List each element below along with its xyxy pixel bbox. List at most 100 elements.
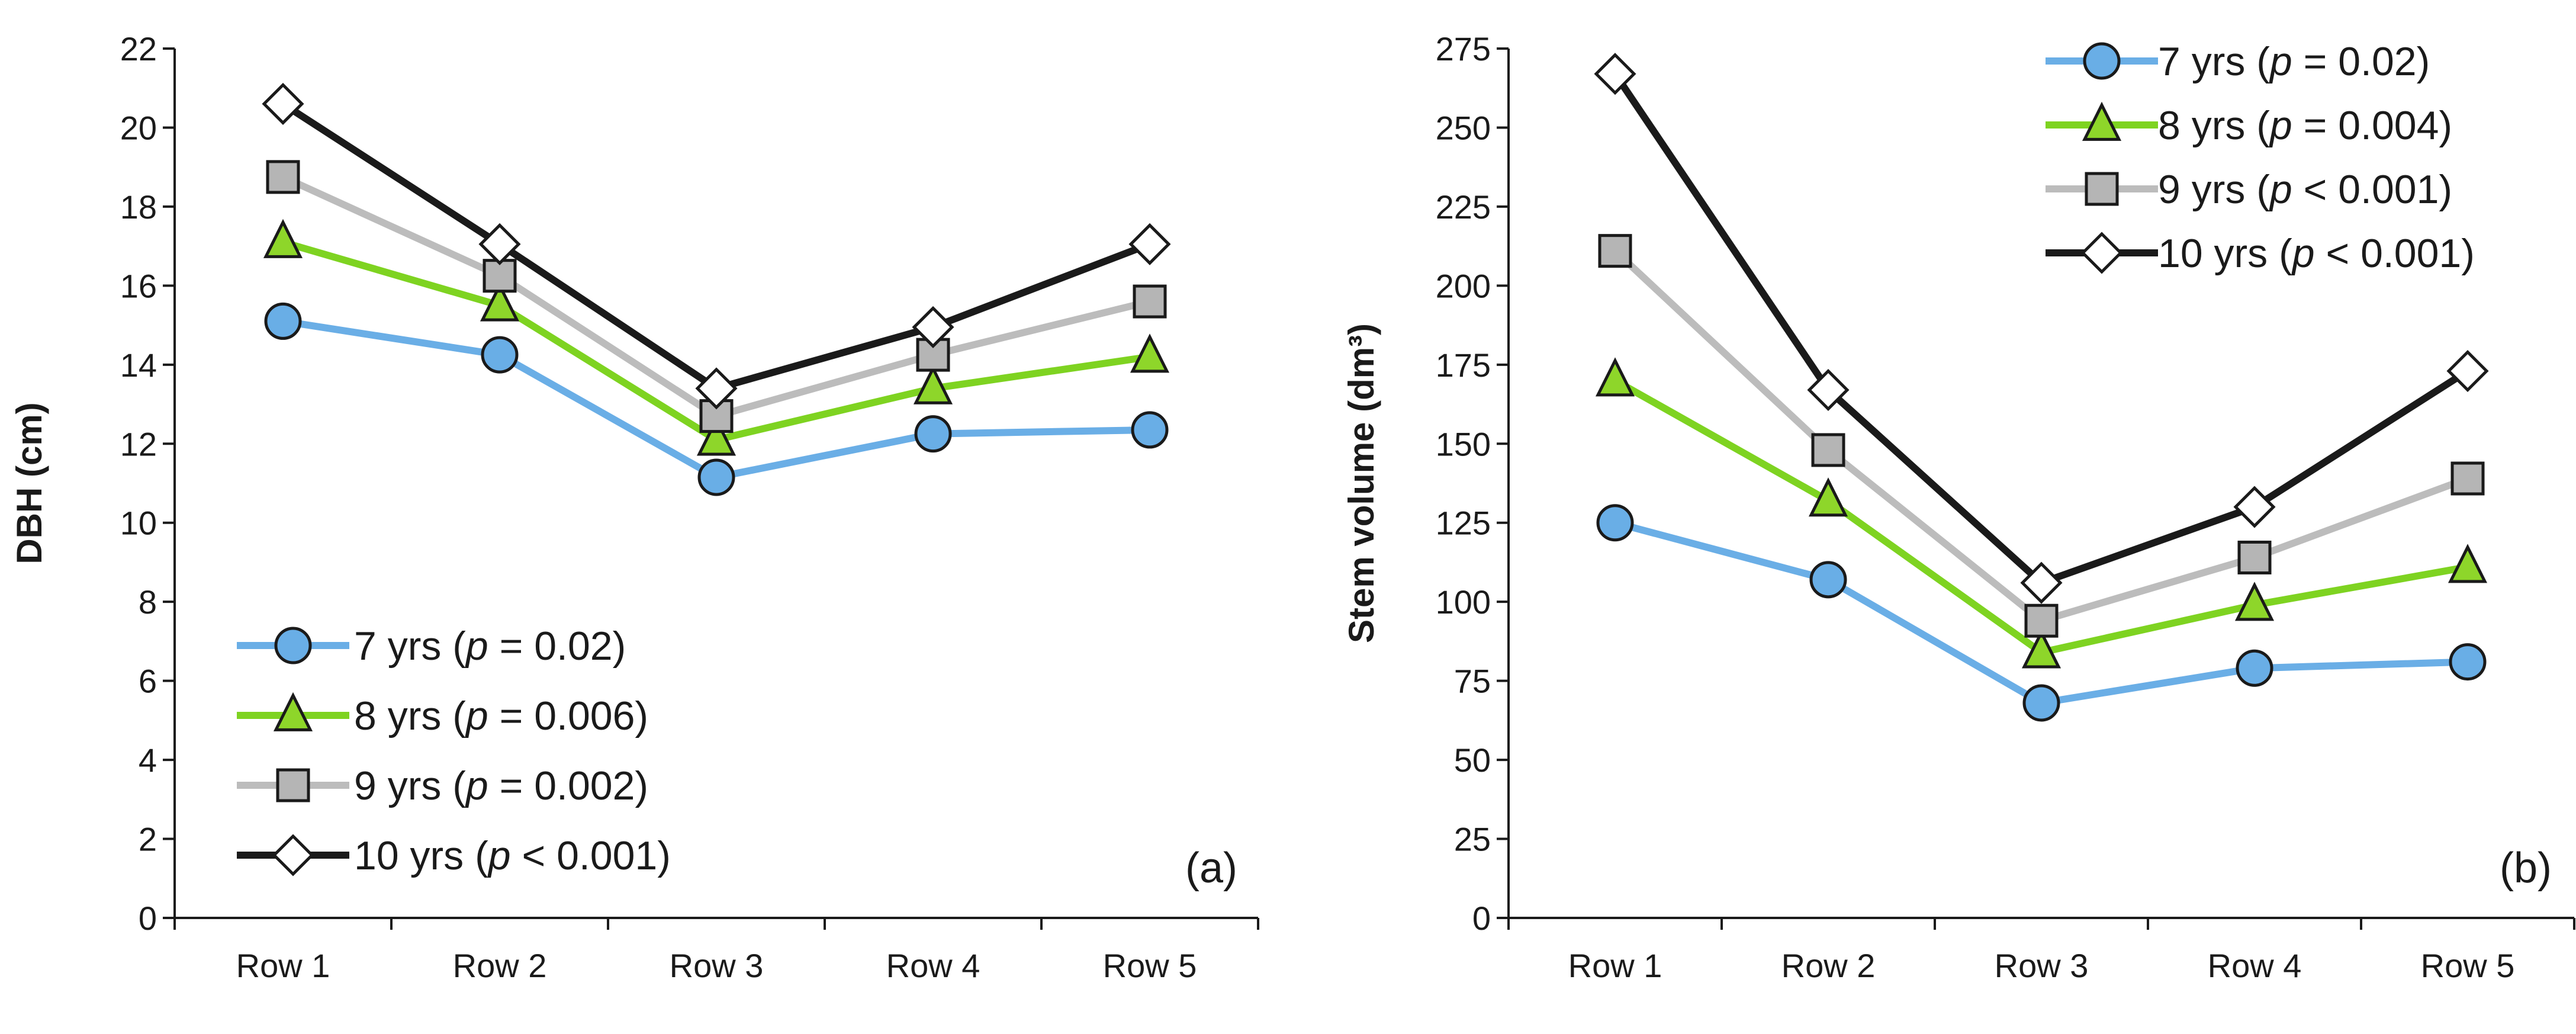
data-point-8-yrs-row-1 — [263, 219, 303, 258]
series-8-yrs — [1595, 357, 2488, 669]
legend-marker — [2080, 232, 2123, 274]
legend-p-operator: = — [488, 693, 535, 738]
x-tick-label-row-5: Row 5 — [1103, 947, 1197, 984]
data-point-7-yrs-row-2 — [481, 336, 519, 374]
y-tick-label: 200 — [1436, 267, 1491, 304]
legend-p-operator: = — [488, 624, 535, 669]
legend-p-operator: = — [488, 763, 535, 808]
series-7-yrs — [264, 302, 1169, 496]
x-tick-label-row-2: Row 2 — [1781, 947, 1876, 984]
data-point-10-yrs-row-3 — [2020, 561, 2063, 604]
legend-marker — [2083, 42, 2121, 80]
legend-label: 7 yrs (p = 0.02) — [2158, 39, 2430, 84]
y-axis-title: DBH (cm) — [9, 402, 49, 564]
legend-marker — [2082, 101, 2122, 141]
x-tick-label-row-4: Row 4 — [2208, 947, 2302, 984]
legend-p-operator: = — [2292, 103, 2339, 148]
legend-marker — [274, 627, 312, 664]
legend-open-paren: ( — [2245, 167, 2270, 212]
legend-p-value: 0.02 — [2338, 39, 2416, 84]
data-point-10-yrs-row-5 — [2446, 349, 2489, 393]
legend-p-symbol: p — [487, 833, 511, 878]
x-tick-label-row-1: Row 1 — [1568, 947, 1662, 984]
y-tick-label: 0 — [139, 900, 157, 937]
legend-open-paren: ( — [441, 763, 466, 808]
y-tick-label: 6 — [139, 663, 157, 700]
series-line-10-yrs — [279, 100, 1153, 392]
data-point-7-yrs-row-3 — [697, 458, 735, 496]
series-line-10-yrs — [1612, 70, 2471, 587]
legend-close-paren: ) — [657, 833, 671, 878]
x-tick-label-row-1: Row 1 — [236, 947, 330, 984]
legend-series-name: 8 yrs — [2158, 103, 2245, 148]
legend-label: 9 yrs (p < 0.001) — [2158, 167, 2452, 212]
legend: 7 yrs (p = 0.02)8 yrs (p = 0.006)9 yrs (… — [237, 624, 671, 878]
y-tick-label: 0 — [1472, 900, 1491, 937]
data-point-8-yrs-row-2 — [1808, 477, 1848, 517]
data-point-10-yrs-row-1 — [262, 82, 304, 125]
panel-b-stem-volume-chart: 0 25 50 75 100 125 150 175 200 225 250 275 Row 1 Row … — [1342, 30, 2575, 984]
legend-p-operator: < — [2292, 167, 2339, 212]
legend-p-symbol: p — [2269, 39, 2292, 84]
legend-series-name: 10 yrs — [2158, 231, 2268, 276]
legend-marker — [272, 834, 314, 876]
legend-open-paren: ( — [2268, 231, 2292, 276]
data-point-10-yrs-row-4 — [2233, 486, 2276, 528]
data-point-9-yrs-row-5 — [2450, 461, 2485, 496]
legend-item-10-yrs: 10 yrs (p < 0.001) — [237, 833, 671, 878]
y-tick-label: 75 — [1454, 663, 1491, 700]
legend-close-paren: ) — [2439, 167, 2452, 212]
legend-close-paren: ) — [2461, 231, 2475, 276]
series-10-yrs — [262, 82, 1171, 410]
legend-p-value: 0.002 — [534, 763, 635, 808]
data-point-7-yrs-row-4 — [2236, 649, 2273, 687]
series-10-yrs — [1594, 53, 2489, 604]
x-tick-label-row-3: Row 3 — [1995, 947, 2089, 984]
y-tick-label: 50 — [1454, 741, 1491, 779]
data-point-9-yrs-row-5 — [1133, 284, 1167, 319]
legend-open-paren: ( — [441, 624, 466, 669]
data-point-7-yrs-row-5 — [2449, 643, 2487, 681]
legend-close-paren: ) — [635, 693, 648, 738]
y-tick-label: 275 — [1436, 30, 1491, 68]
y-tick-label: 22 — [120, 30, 157, 68]
x-tick-label-row-3: Row 3 — [670, 947, 764, 984]
data-point-9-yrs-row-3 — [2024, 603, 2059, 638]
data-point-10-yrs-row-2 — [478, 223, 521, 265]
legend-series-name: 9 yrs — [2158, 167, 2245, 212]
y-tick-label: 14 — [120, 346, 157, 384]
legend-item-8-yrs: 8 yrs (p = 0.006) — [237, 692, 648, 738]
legend-label: 8 yrs (p = 0.006) — [354, 693, 648, 738]
y-tick-label: 20 — [120, 109, 157, 146]
legend-close-paren: ) — [2417, 39, 2430, 84]
legend-item-10-yrs: 10 yrs (p < 0.001) — [2046, 231, 2475, 276]
legend-series-name: 10 yrs — [354, 833, 464, 878]
legend-p-value: 0.006 — [534, 693, 635, 738]
data-point-7-yrs-row-1 — [264, 302, 302, 340]
data-point-7-yrs-row-3 — [2022, 684, 2060, 722]
panel-a-dbh-chart: 0 2 4 6 8 10 12 14 16 18 20 22 Row 1 Row 2 Row 3 Row 4 R… — [9, 30, 1259, 984]
legend-label: 9 yrs (p = 0.002) — [354, 763, 648, 808]
series-7-yrs — [1596, 504, 2487, 722]
y-tick-label: 18 — [120, 188, 157, 226]
legend-p-operator: < — [2315, 231, 2361, 276]
data-point-9-yrs-row-1 — [266, 160, 300, 194]
y-tick-label: 2 — [139, 821, 157, 858]
legend-series-name: 7 yrs — [2158, 39, 2245, 84]
data-point-8-yrs-row-5 — [1130, 333, 1170, 373]
data-point-10-yrs-row-2 — [1807, 368, 1850, 412]
legend-p-value: 0.001 — [557, 833, 657, 878]
panel-label: (b) — [2500, 844, 2552, 892]
data-point-8-yrs-row-3 — [696, 416, 737, 456]
legend-series-name: 9 yrs — [354, 763, 441, 808]
legend-close-paren: ) — [2439, 103, 2452, 148]
legend-item-9-yrs: 9 yrs (p < 0.001) — [2046, 167, 2452, 212]
y-tick-label: 12 — [120, 425, 157, 463]
series-9-yrs — [1598, 234, 2485, 638]
data-point-7-yrs-row-4 — [914, 415, 952, 453]
data-point-8-yrs-row-3 — [2021, 629, 2062, 669]
legend-p-symbol: p — [465, 763, 488, 808]
legend-p-value: 0.001 — [2360, 231, 2461, 276]
data-point-8-yrs-row-4 — [2234, 582, 2275, 621]
